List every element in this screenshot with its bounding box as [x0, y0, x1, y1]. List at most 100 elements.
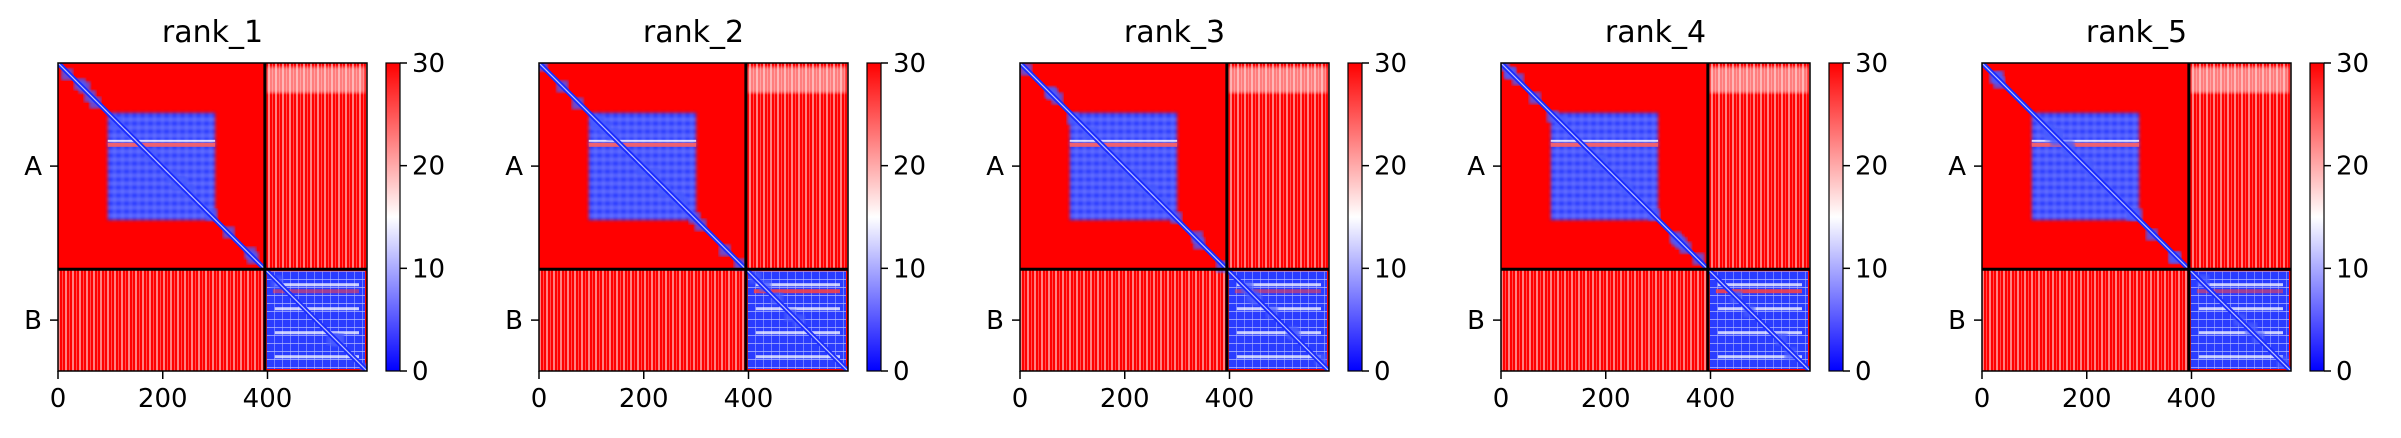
colorbar-tick-label: 30 — [2336, 49, 2369, 79]
interchain-block-ab — [745, 63, 848, 270]
colorbar-tick-label: 30 — [1855, 49, 1888, 79]
interchain-haze — [1228, 67, 1327, 93]
colorbar-tick-label: 10 — [2336, 254, 2369, 284]
colorbar-tick-label: 10 — [893, 254, 926, 284]
domain-b-band — [2198, 331, 2283, 335]
domain-b-band — [2198, 283, 2283, 287]
domain-b-band — [755, 307, 840, 311]
colorbar-tick-label: 20 — [893, 152, 926, 182]
colorbar: 0 10 20 30 — [1828, 49, 1888, 387]
interchain-haze — [747, 67, 846, 93]
domain-b-band — [274, 283, 359, 287]
domain-b-band — [274, 307, 359, 311]
heatmap-image — [1982, 63, 2291, 371]
domain-stripe-edge — [588, 139, 697, 142]
domain-b-band — [1717, 283, 1802, 287]
interchain-block-ba — [1982, 269, 2189, 371]
domain-b-band — [1717, 355, 1802, 359]
domain-stripe-edge — [1550, 139, 1659, 142]
colorbar-tick-label: 20 — [2336, 152, 2369, 182]
x-tick-label: 200 — [619, 384, 669, 414]
domain-b-hotband — [753, 289, 840, 294]
domain-stripe — [2031, 142, 2140, 147]
axes-frame — [57, 62, 368, 372]
diagonal-highlight — [1501, 63, 1810, 371]
colorbar-tick-label: 10 — [1374, 254, 1407, 284]
x-tick-label: 0 — [50, 384, 67, 414]
colorbar-frame — [385, 62, 401, 372]
x-tick-label: 400 — [724, 384, 774, 414]
colorbar-frame — [1347, 62, 1363, 372]
domain-b-band — [2198, 355, 2283, 359]
colorbar-tick-label: 0 — [1855, 357, 1872, 387]
heatmap-image — [1501, 63, 1810, 371]
domain-b-band — [1236, 331, 1321, 335]
colorbar-gradient — [1348, 63, 1362, 371]
colorbar-gradient — [1829, 63, 1843, 371]
colorbar-gradient — [2310, 63, 2324, 371]
heatmap-image — [539, 63, 848, 371]
x-tick-label: 200 — [1100, 384, 1150, 414]
colorbar: 0 10 20 30 — [385, 49, 445, 387]
chain-label: A — [24, 152, 42, 182]
x-tick-label: 0 — [1493, 384, 1510, 414]
chain-label: A — [1467, 152, 1485, 182]
x-tick-label: 400 — [243, 384, 293, 414]
domain-b-hotband — [1234, 289, 1321, 294]
chain-label: B — [1948, 306, 1966, 336]
x-tick-label: 400 — [2167, 384, 2217, 414]
interchain-block-ba — [1020, 269, 1227, 371]
panel-2: rank_2 0 200 400 A B 0 10 20 30 — [505, 15, 926, 414]
domain-b-band — [274, 355, 359, 359]
colorbar-tick-label: 10 — [1855, 254, 1888, 284]
domain-stripe — [588, 142, 697, 147]
domain-b-band — [755, 283, 840, 287]
interchain-block-ab — [1226, 63, 1329, 270]
panel-title: rank_5 — [2086, 15, 2187, 50]
heatmap-image — [1020, 63, 1329, 371]
colorbar: 0 10 20 30 — [866, 49, 926, 387]
interchain-block-ab — [2188, 63, 2291, 270]
domain-b-hotband — [2196, 289, 2283, 294]
colorbar-tick-label: 20 — [1855, 152, 1888, 182]
colorbar-gradient — [867, 63, 881, 371]
interchain-haze — [1709, 67, 1808, 93]
domain-b-hotband — [1715, 289, 1802, 294]
colorbar-frame — [866, 62, 882, 372]
domain-b-band — [1236, 355, 1321, 359]
chain-label: A — [1948, 152, 1966, 182]
interchain-block-ba — [58, 269, 265, 371]
x-tick-label: 200 — [1581, 384, 1631, 414]
heatmap-axes: 0 200 400 A B — [1948, 62, 2292, 414]
x-tick-label: 400 — [1205, 384, 1255, 414]
x-tick-label: 0 — [1012, 384, 1029, 414]
x-tick-label: 0 — [1974, 384, 1991, 414]
colorbar-tick-label: 10 — [412, 254, 445, 284]
colorbar-tick-label: 0 — [2336, 357, 2353, 387]
chain-label: B — [1467, 306, 1485, 336]
colorbar-tick-label: 30 — [893, 49, 926, 79]
colorbar-tick-label: 20 — [412, 152, 445, 182]
heatmap-axes: 0 200 400 A B — [986, 62, 1330, 414]
colorbar-gradient — [386, 63, 400, 371]
interchain-haze — [2190, 67, 2289, 93]
colorbar-tick-label: 0 — [893, 357, 910, 387]
axes-frame — [1019, 62, 1330, 372]
x-tick-label: 200 — [138, 384, 188, 414]
domain-stripe-edge — [2031, 139, 2140, 142]
interchain-haze — [266, 67, 365, 93]
diagonal-highlight — [1020, 63, 1329, 371]
heatmap-axes: 0 200 400 A B — [1467, 62, 1811, 414]
axes-frame — [538, 62, 849, 372]
panel-5: rank_5 0 200 400 A B 0 10 20 30 — [1948, 15, 2369, 414]
interchain-block-ab — [264, 63, 367, 270]
heatmap-image — [58, 63, 367, 371]
colorbar-tick-label: 0 — [412, 357, 429, 387]
panel-title: rank_1 — [162, 15, 263, 50]
domain-b-band — [274, 331, 359, 335]
x-tick-label: 0 — [531, 384, 548, 414]
colorbar-frame — [1828, 62, 1844, 372]
domain-b-hotband — [272, 289, 359, 294]
heatmap-axes: 0 200 400 A B — [24, 62, 368, 414]
